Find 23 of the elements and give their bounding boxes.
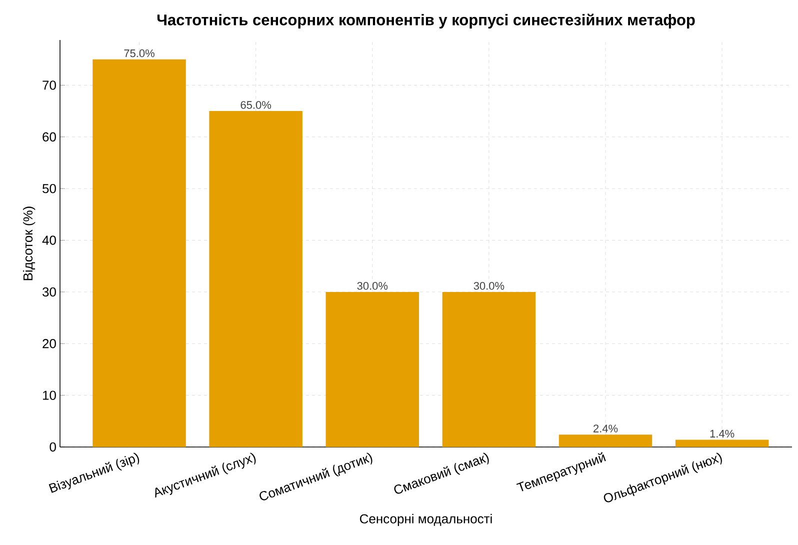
y-tick-label: 70 [42, 80, 56, 90]
bar [675, 440, 769, 447]
data-label: 75.0% [124, 49, 154, 58]
y-tick-label: 60 [42, 132, 56, 142]
data-label: 2.4% [594, 424, 618, 432]
x-axis-title: Сенсорні модальності [360, 514, 492, 526]
bar [442, 292, 536, 447]
data-label: 1.4% [710, 430, 734, 438]
y-tick-label: 30 [42, 287, 56, 297]
y-tick-label: 0 [50, 442, 56, 452]
data-label: 30.0% [474, 282, 504, 290]
data-label: 65.0% [240, 101, 272, 109]
y-tick-label: 50 [42, 184, 56, 194]
bar [326, 292, 420, 447]
chart-title: Частотність сенсорних компонентів у корпусі синестезійних метафор [157, 14, 695, 28]
bar [558, 434, 652, 447]
y-tick-label: 40 [42, 236, 56, 245]
bar [92, 59, 186, 447]
y-tick-label: 10 [43, 390, 56, 400]
data-label: 30.0% [357, 282, 388, 290]
y-tick-label: 20 [42, 339, 56, 348]
bar [209, 111, 302, 447]
y-axis-title: Відсоток (%) [23, 206, 36, 280]
